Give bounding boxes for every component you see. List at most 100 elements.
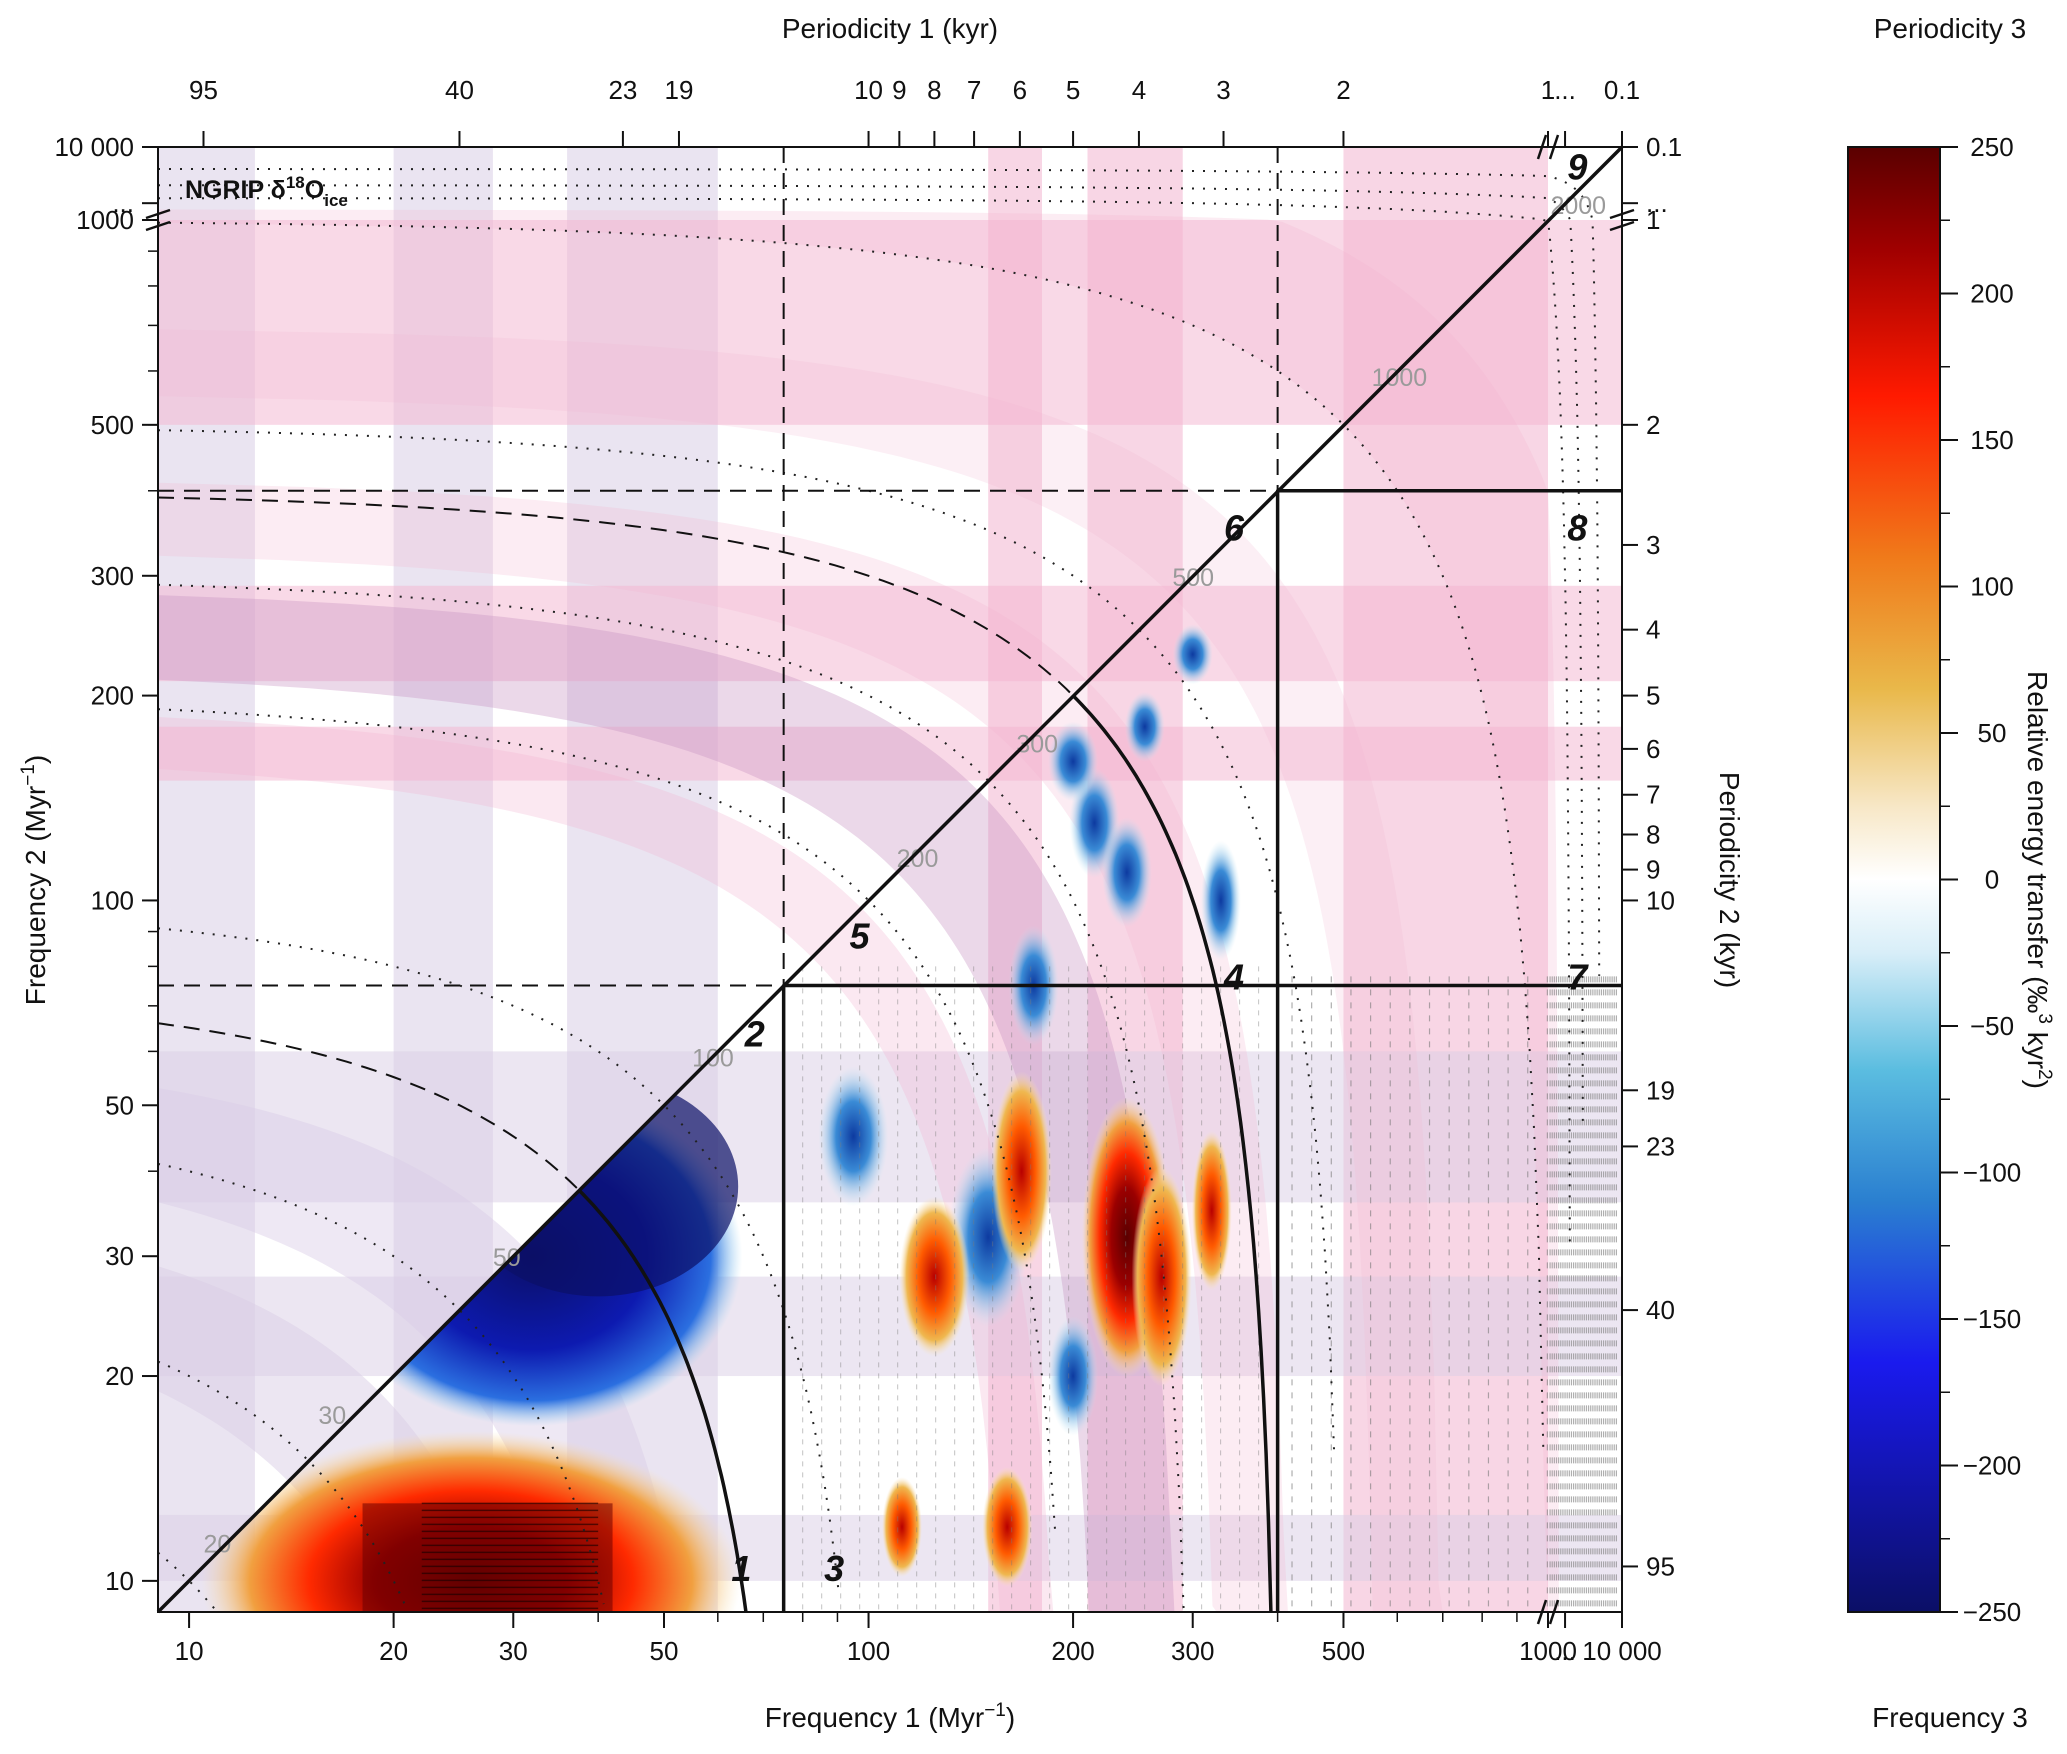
positive-core xyxy=(362,1503,613,1612)
colorbar-tick-label: −250 xyxy=(1963,1597,2022,1627)
transfer-blob xyxy=(1200,840,1241,961)
combination-band xyxy=(158,1266,583,1612)
contour-label: 3000 xyxy=(1600,125,1656,153)
left-tick-label: 50 xyxy=(105,1090,134,1120)
transfer-blob xyxy=(1101,817,1152,928)
region-boundary xyxy=(577,1189,748,1612)
right-axis-title: Periodicity 2 (kyr) xyxy=(1714,772,1745,988)
right-tick-label: 23 xyxy=(1646,1131,1675,1161)
top-tick-label: 0.1 xyxy=(1604,75,1640,105)
right-tick-label: 2 xyxy=(1646,410,1660,440)
colorbar-tick-label: 250 xyxy=(1970,132,2013,162)
right-tick-label: 40 xyxy=(1646,1295,1675,1325)
frequency-band xyxy=(158,726,1622,781)
left-tick-label: 300 xyxy=(91,561,134,591)
colorbar-tick-label: 100 xyxy=(1970,572,2013,602)
bottom-tick-label: 1000 xyxy=(1519,1636,1577,1666)
transfer-blob xyxy=(982,1466,1033,1587)
colorbar-tick-label: −50 xyxy=(1970,1011,2014,1041)
left-tick-label: 20 xyxy=(105,1361,134,1391)
plot-frame: 1 2 3 4 5 6 7 8 9 xyxy=(145,134,1635,1625)
transfer-blob xyxy=(1172,624,1213,685)
axis-break xyxy=(1548,134,1560,160)
right-tick-label: 0.1 xyxy=(1646,132,1682,162)
region-label-2: 2 xyxy=(744,1014,765,1055)
diagonal xyxy=(156,145,1624,1614)
bottom-tick-label: 10 000 xyxy=(1582,1636,1662,1666)
bottom-tick-label: 20 xyxy=(379,1636,408,1666)
right-tick-label: 7 xyxy=(1646,780,1660,810)
axis-break xyxy=(145,220,171,232)
top-tick-label: 95 xyxy=(189,75,218,105)
colorbar-title: Relative energy transfer (‰3 kyr2) xyxy=(2022,671,2055,1089)
top-tick-label: 6 xyxy=(1013,75,1027,105)
region-label-9: 9 xyxy=(1567,146,1587,187)
left-tick-label: 1000 xyxy=(76,205,134,235)
top-tick-label: 4 xyxy=(1132,75,1146,105)
colorbar: 250 200 150 100 50 0 −50 −100 −150 −200 −250 xyxy=(1847,132,2021,1627)
region-label-7: 7 xyxy=(1567,956,1589,997)
top-tick-label: 19 xyxy=(665,75,694,105)
top-tick-label: ... xyxy=(1554,75,1576,105)
top-tick-label: 10 xyxy=(854,75,883,105)
right-tick-label: 9 xyxy=(1646,855,1660,885)
contour-label: 50 xyxy=(493,1244,521,1272)
combination-band xyxy=(158,595,1183,1612)
axis-break xyxy=(1536,1599,1548,1625)
bottom-tick-label: 300 xyxy=(1171,1636,1214,1666)
transfer-blob xyxy=(1048,1316,1099,1437)
axis-ticks: 10 20 30 50 100 200 300 500 1000... 10 000 10 20 30 5… xyxy=(54,75,1682,1666)
transfer-blob xyxy=(881,1476,922,1577)
colorbar-tick-label: −100 xyxy=(1963,1158,2022,1188)
bottom-tick-label: 100 xyxy=(847,1636,890,1666)
contour-label: 2000 xyxy=(1550,192,1606,220)
top-tick-label: 2 xyxy=(1336,75,1350,105)
transfer-blob xyxy=(899,1196,970,1357)
contour-label: 30 xyxy=(318,1402,346,1430)
sum-contour xyxy=(158,184,1584,1128)
right-tick-label: 6 xyxy=(1646,734,1660,764)
colorbar-tick-label: 50 xyxy=(1978,718,2007,748)
bottom-tick-label: 200 xyxy=(1051,1636,1094,1666)
bottom-axis-title: Frequency 1 (Myr−1) xyxy=(765,1700,1015,1733)
right-tick-label: ... xyxy=(1646,188,1668,218)
right-tick-label: 8 xyxy=(1646,819,1660,849)
top-tick-label: 3 xyxy=(1216,75,1230,105)
left-tick-label: 100 xyxy=(91,885,134,915)
top-tick-label: 1 xyxy=(1541,75,1555,105)
transfer-blob xyxy=(818,1066,889,1207)
right-tick-label: 4 xyxy=(1646,615,1660,645)
transfer-blob xyxy=(991,1071,1052,1272)
colorbar-top-label: Periodicity 3 xyxy=(1874,13,2027,44)
left-tick-label: 30 xyxy=(105,1241,134,1271)
frequency-band xyxy=(158,1276,1622,1377)
colorbar-gradient xyxy=(1847,146,1941,1613)
axis-break xyxy=(145,208,171,220)
top-tick-label: 5 xyxy=(1066,75,1080,105)
combination-band xyxy=(158,717,1066,1612)
bottom-tick-label: ... xyxy=(1554,1636,1576,1666)
top-axis-title: Periodicity 1 (kyr) xyxy=(782,13,998,44)
axis-break xyxy=(1609,208,1635,220)
transfer-blob xyxy=(1048,721,1099,802)
region-label-8: 8 xyxy=(1567,508,1587,549)
colorbar-tick-label: 150 xyxy=(1970,425,2013,455)
colorbar-tick-label: 0 xyxy=(1985,865,1999,895)
bottom-tick-label: 50 xyxy=(650,1636,679,1666)
axis-break xyxy=(1609,220,1635,232)
plot-border xyxy=(157,146,1623,1613)
region-boundary xyxy=(1071,694,1273,1612)
right-tick-label: 3 xyxy=(1646,530,1660,560)
colorbar-ticks: 250 200 150 100 50 0 −50 −100 −150 −200 −250 xyxy=(1940,132,2021,1627)
right-tick-label: 1 xyxy=(1646,205,1660,235)
transfer-blob xyxy=(1191,1130,1232,1291)
right-tick-label: 10 xyxy=(1646,885,1675,915)
transfer-blob xyxy=(1131,1166,1192,1387)
region-label-6: 6 xyxy=(1224,508,1245,549)
left-tick-label: 10 000 xyxy=(54,132,134,162)
colorbar-tick-label: 200 xyxy=(1970,279,2013,309)
region-label-4: 4 xyxy=(1223,956,1244,997)
top-tick-label: 7 xyxy=(967,75,981,105)
top-tick-label: 9 xyxy=(892,75,906,105)
